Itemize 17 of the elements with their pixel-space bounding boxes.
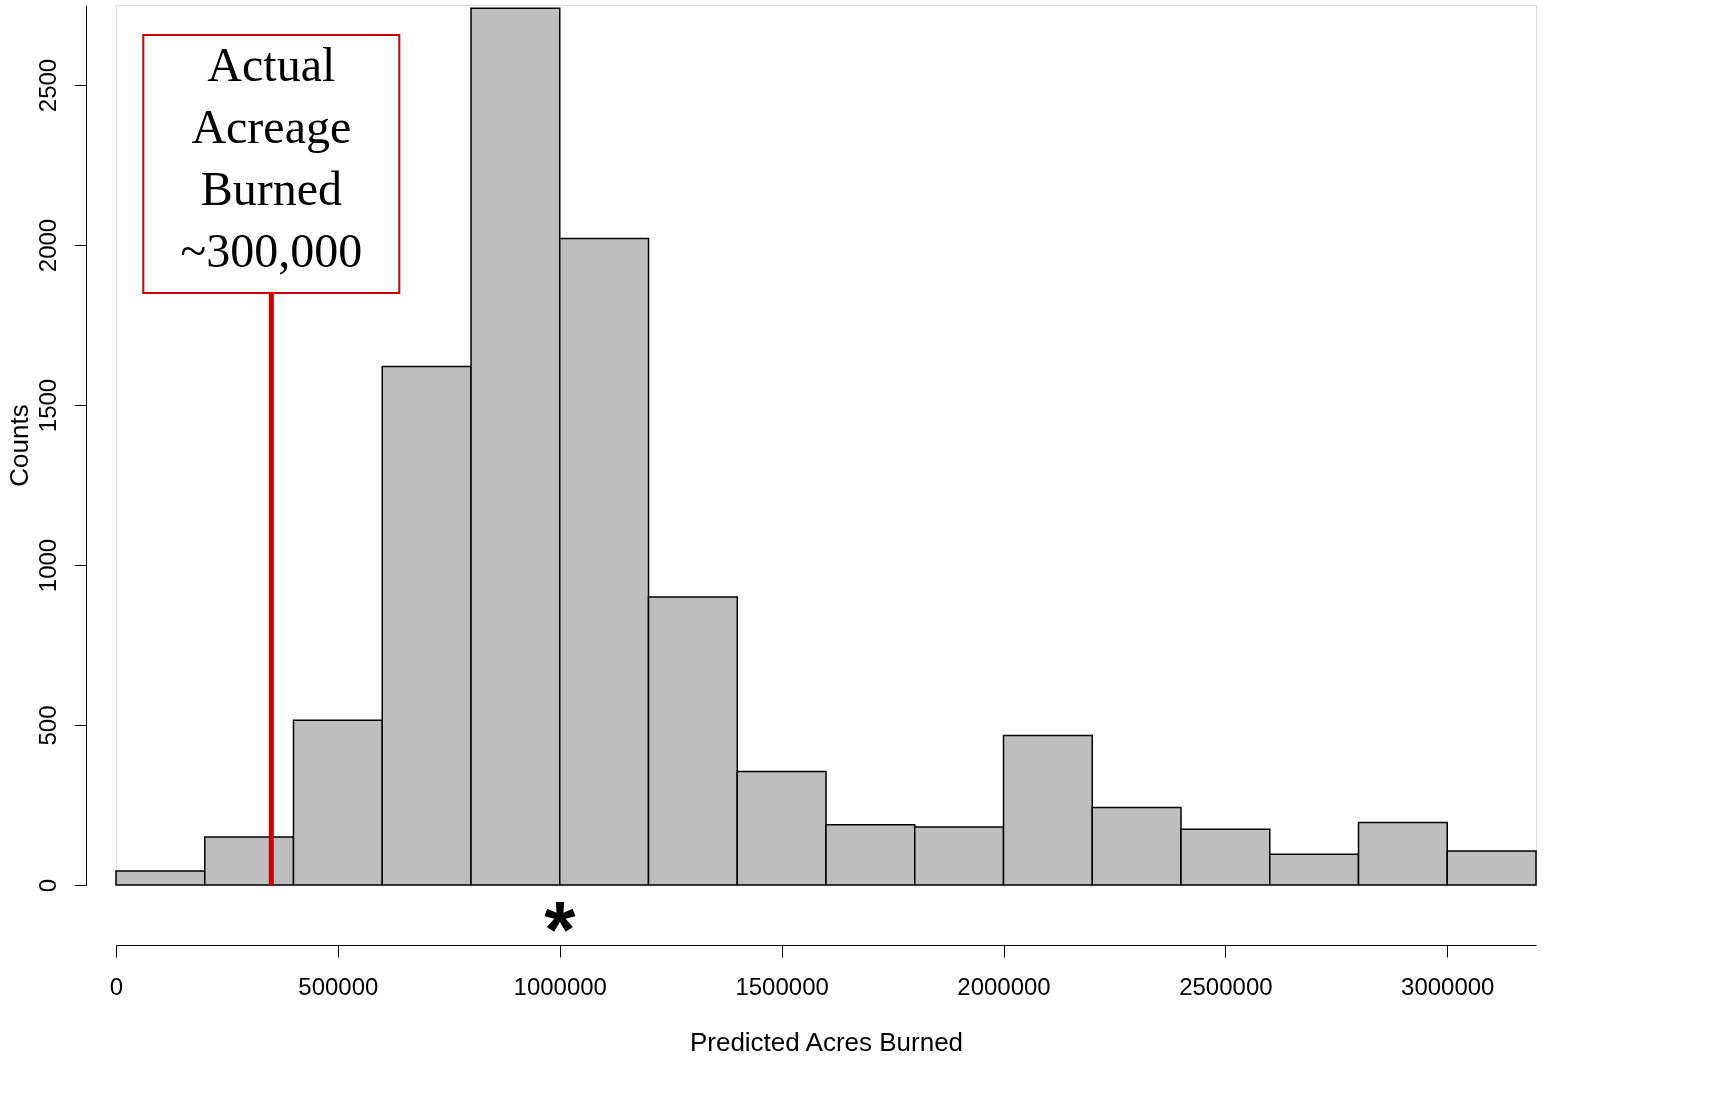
- y-tick-label: 0: [33, 878, 61, 893]
- x-tick-label: 3000000: [1401, 972, 1495, 1000]
- x-tick-label: 1500000: [735, 972, 829, 1000]
- x-tick-label: 0: [109, 972, 124, 1000]
- y-axis-title: Counts: [3, 404, 34, 487]
- x-tick-label: 1000000: [513, 972, 607, 1000]
- x-tick-label: 500000: [298, 972, 379, 1000]
- y-tick-label: 1000: [33, 538, 61, 593]
- y-tick-label: 2000: [33, 218, 61, 273]
- annotation: *: [544, 885, 577, 974]
- x-tick-label: 2500000: [1179, 972, 1273, 1000]
- y-tick-label: 2500: [33, 58, 61, 113]
- x-axis-title: Predicted Acres Burned: [689, 1026, 964, 1057]
- y-tick-label: 500: [33, 705, 61, 746]
- x-tick-label: 2000000: [957, 972, 1051, 1000]
- ref-line-label: Actual Acreage Burned ~300,000: [180, 38, 363, 277]
- y-tick-label: 1500: [33, 378, 61, 433]
